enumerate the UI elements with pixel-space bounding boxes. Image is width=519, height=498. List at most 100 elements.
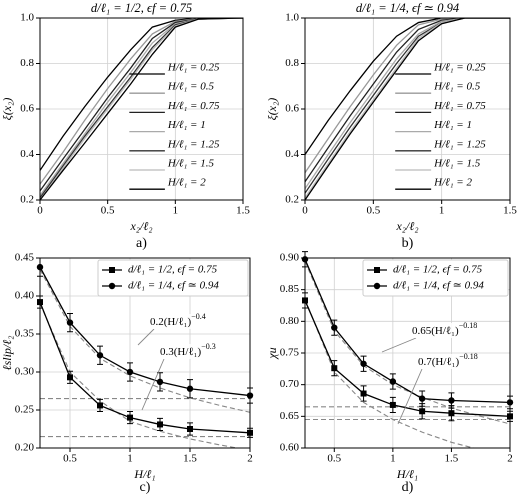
x-tick-label: 2 <box>507 453 513 465</box>
annotation-exponent: −0.3 <box>201 342 216 351</box>
annotation-bg <box>411 323 497 338</box>
y-tick-label: 0.25 <box>15 404 35 416</box>
axes-frame <box>39 257 251 449</box>
y-tick-label: 0.70 <box>280 378 300 390</box>
x-tick-label: 0.5 <box>63 453 77 465</box>
y-tick-label: 0.30 <box>15 366 35 378</box>
marker <box>187 426 193 432</box>
legend-box <box>97 259 249 297</box>
panel: 0 0.5 1 1.5 0.2 0.4 0.6 0.8 1.0 d/ℓ₁ = 1/2, ϵf = … <box>0 1 250 251</box>
x-tick-label: 1.5 <box>183 453 197 465</box>
x-tick-label: 1.5 <box>236 205 250 217</box>
marker <box>186 385 194 392</box>
axes-frame <box>304 17 511 201</box>
series-line <box>305 18 510 155</box>
marker <box>448 410 455 417</box>
y-tick-label: 0.6 <box>20 103 34 115</box>
axes-frame <box>304 257 511 449</box>
fit-curve <box>305 298 476 448</box>
legend-label: H/ℓ₁ = 0.75 <box>433 100 486 112</box>
y-tick-label: 0.40 <box>15 290 35 302</box>
y-axis-label: χu <box>265 347 279 359</box>
legend-label: H/ℓ₁ = 1.5 <box>167 158 215 170</box>
caption: d) <box>402 480 414 495</box>
series-line <box>40 18 243 171</box>
x-tick-label: 1.5 <box>445 453 459 465</box>
y-tick-label: 1.0 <box>285 12 299 24</box>
marker <box>127 414 133 421</box>
series-line <box>305 18 510 200</box>
x-tick-label: 0.5 <box>366 205 380 217</box>
x-tick-label: 0.5 <box>101 205 115 217</box>
legend-label: H/ℓ₁ = 0.25 <box>433 62 486 74</box>
y-tick-label: 0.6 <box>285 103 299 115</box>
marker <box>389 401 396 408</box>
marker <box>156 378 164 386</box>
marker <box>126 368 134 376</box>
y-tick-label: 0.60 <box>280 442 300 454</box>
annotation-bg <box>149 314 235 329</box>
y-axis-label: ξ(x₂) <box>265 98 279 121</box>
legend-marker <box>374 267 380 273</box>
legend-label: H/ℓ₁ = 1 <box>433 119 472 131</box>
x-tick-label: 1 <box>390 453 396 465</box>
legend-label: H/ℓ₁ = 0.5 <box>167 81 215 93</box>
y-tick-label: 0.8 <box>20 57 34 69</box>
legend-marker <box>373 282 381 290</box>
fit-curve <box>40 303 241 448</box>
marker <box>360 390 367 397</box>
legend-marker <box>108 282 116 290</box>
marker <box>389 378 397 385</box>
y-tick-label: 0.4 <box>20 148 34 160</box>
legend-label: H/ℓ₁ = 2 <box>433 177 472 189</box>
legend-label: H/ℓ₁ = 0.5 <box>433 81 481 93</box>
x-tick-label: 1 <box>173 205 179 217</box>
y-tick-label: 0.8 <box>285 57 299 69</box>
marker <box>96 352 104 359</box>
legend-marker <box>109 267 115 273</box>
legend-label: d/ℓ₁ = 1/4, ϵf ≃ 0.94 <box>393 280 484 292</box>
annotation: 0.3(H/ℓ₁)−0.3 <box>160 342 216 358</box>
annotation: 0.65(H/ℓ₁)−0.18 <box>412 321 477 337</box>
leader-line <box>137 328 155 346</box>
legend-label: H/ℓ₁ = 1.5 <box>433 158 481 170</box>
y-tick-label: 0.75 <box>280 347 300 359</box>
x-axis-label: H/ℓ₁ <box>133 467 155 481</box>
leader-line <box>381 337 417 353</box>
x-tick-label: 2 <box>247 453 253 465</box>
y-tick-label: 0.85 <box>280 283 300 295</box>
y-axis-label: ξ(x₂) <box>0 98 14 121</box>
panel: 0 0.5 1 1.5 0.2 0.4 0.6 0.8 1.0 d/ℓ₁ = 1/4, ϵf ≃ … <box>265 1 518 251</box>
marker <box>448 397 455 404</box>
legend-label: H/ℓ₁ = 2 <box>167 177 206 189</box>
legend-label: H/ℓ₁ = 0.25 <box>167 62 220 74</box>
annotation: 0.2(H/ℓ₁)−0.4 <box>150 312 206 328</box>
marker <box>157 421 163 428</box>
annotation-text: 0.65(H/ℓ₁) <box>412 325 459 337</box>
x-tick-label: 0.5 <box>327 453 341 465</box>
marker <box>419 408 426 415</box>
marker <box>97 402 103 409</box>
series-line <box>40 18 243 200</box>
annotation-text: 0.3(H/ℓ₁) <box>160 346 202 358</box>
annotation-exponent: −0.18 <box>459 352 478 361</box>
y-tick-label: 0.90 <box>280 252 300 264</box>
annotation-exponent: −0.4 <box>191 312 206 321</box>
annotation-text: 0.2(H/ℓ₁) <box>150 316 192 328</box>
chart-title: d/ℓ₁ = 1/4, ϵf ≃ 0.94 <box>356 1 459 15</box>
x-tick-label: 1 <box>127 453 133 465</box>
annotation-exponent: −0.18 <box>459 321 478 330</box>
marker <box>418 395 426 402</box>
caption: a) <box>136 236 147 251</box>
annotation: 0.7(H/ℓ₁)−0.18 <box>418 352 478 368</box>
legend-label: d/ℓ₁ = 1/2, ϵf = 0.75 <box>393 264 483 276</box>
legend-label: H/ℓ₁ = 1 <box>167 119 206 131</box>
x-axis-label: x₂/ℓ₂ <box>395 219 418 233</box>
marker <box>331 365 338 372</box>
annotation-bg <box>417 354 503 369</box>
leader-line <box>141 358 165 411</box>
y-tick-label: 0.20 <box>15 442 35 454</box>
annotation-bg <box>159 344 245 359</box>
y-tick-label: 0.35 <box>15 328 35 340</box>
